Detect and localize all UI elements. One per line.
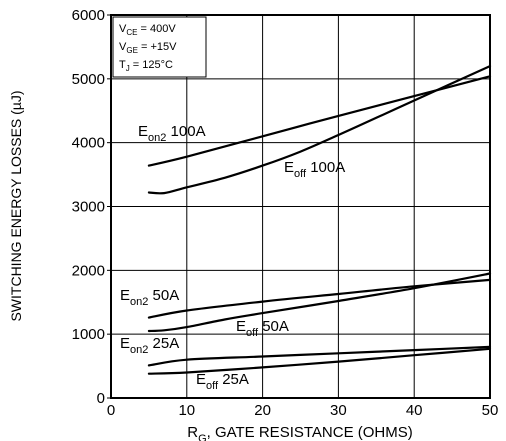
label-eoff-50a: Eoff 50A [236, 318, 289, 339]
x-tick-label: 40 [406, 402, 423, 419]
label-eon2-50a: Eon2 50A [120, 287, 179, 308]
ticks: 0 10 20 30 40 50 0 1000 2000 3000 4000 5000 6000 [72, 7, 499, 419]
series-layer [147, 65, 492, 375]
label-eon2-25a: Eon2 25A [120, 335, 179, 356]
x-tick-label: 10 [178, 402, 195, 419]
x-tick-label: 0 [107, 402, 115, 419]
y-tick-label: 5000 [72, 71, 105, 88]
series-line-eoff-50a [147, 272, 492, 333]
y-tick-label: 0 [97, 390, 105, 407]
grid [111, 15, 490, 398]
x-tick-label: 50 [482, 402, 499, 419]
y-tick-label: 2000 [72, 262, 105, 279]
x-axis-title: RG, GATE RESISTANCE (OHMS) [187, 424, 413, 441]
label-eon2-100a: Eon2 100A [138, 123, 206, 144]
conditions-box: VCE = 400V VGE = +15V TJ = 125°C [112, 16, 207, 78]
label-eoff-25a: Eoff 25A [196, 371, 249, 392]
condition-vge: VGE = +15V [119, 41, 177, 55]
series-line-eon2-25a [147, 345, 492, 367]
x-tick-label: 20 [254, 402, 271, 419]
x-tick-label: 30 [330, 402, 347, 419]
series-line-eon2-100a [147, 75, 492, 167]
condition-tj: TJ = 125°C [119, 59, 173, 73]
y-tick-label: 6000 [72, 7, 105, 24]
series-line-eoff-25a [147, 347, 492, 375]
series-line-eoff-100a [147, 65, 492, 195]
y-tick-label: 4000 [72, 135, 105, 152]
y-tick-label: 3000 [72, 199, 105, 216]
conditions-box-frame [112, 16, 207, 78]
y-tick-label: 1000 [72, 326, 105, 343]
y-axis-title: SWITCHING ENERGY LOSSES (µJ) [8, 90, 24, 321]
condition-vce: VCE = 400V [119, 23, 176, 37]
label-eoff-100a: Eoff 100A [284, 159, 345, 180]
